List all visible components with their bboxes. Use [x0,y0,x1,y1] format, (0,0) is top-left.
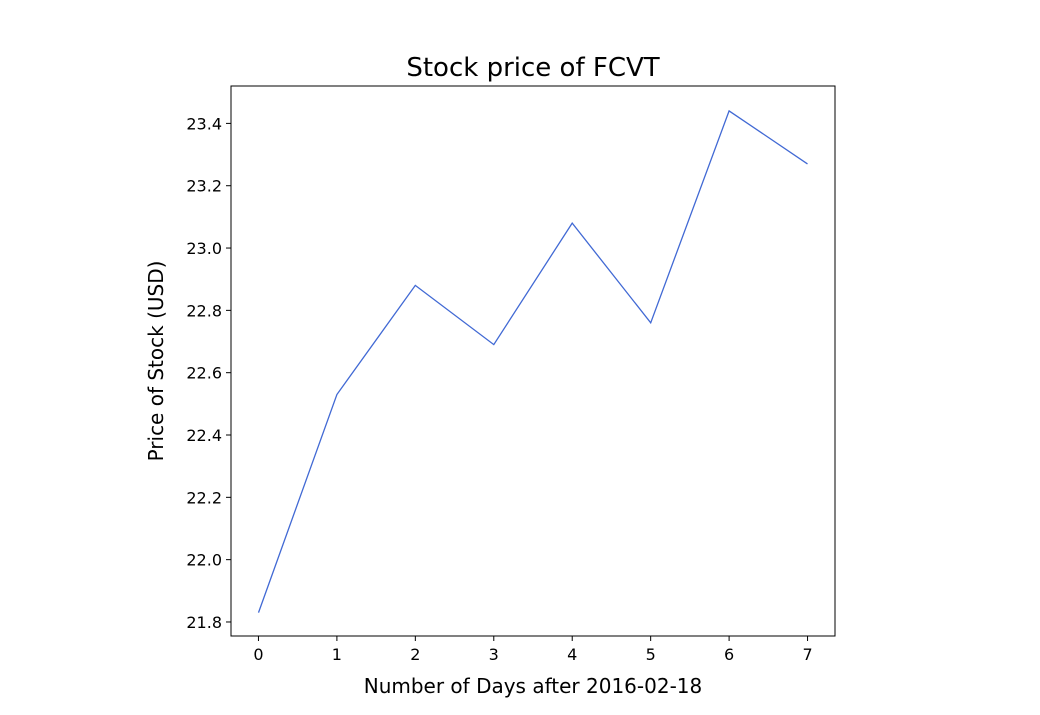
x-axis-label: Number of Days after 2016-02-18 [364,674,703,698]
y-tick-label: 22.2 [186,488,222,507]
series-line [257,109,808,613]
x-tick-label: 0 [253,645,263,664]
ticks: 0 1 2 3 4 5 6 7 21.8 22.0 22.2 22.4 22.6 22.8 23.0 23.2… [186,114,812,664]
series [257,109,808,613]
y-tick-label: 23.2 [186,177,222,196]
x-tick-label: 5 [646,645,656,664]
y-tick-label: 23.0 [186,239,222,258]
plot-frame [230,85,836,637]
x-tick-label: 6 [724,645,734,664]
x-tick-label: 3 [489,645,499,664]
axes [230,85,836,637]
y-tick-label: 23.4 [186,114,222,133]
x-tick-label: 2 [410,645,420,664]
y-tick-label: 21.8 [186,613,222,632]
x-tick-label: 1 [332,645,342,664]
x-tick-label: 4 [567,645,577,664]
chart-title: Stock price of FCVT [406,53,659,83]
y-tick-label: 22.6 [186,364,222,383]
y-tick-label: 22.4 [186,426,222,445]
y-axis-label: Price of Stock (USD) [144,261,168,462]
y-tick-label: 22.0 [186,551,222,570]
y-tick-label: 22.8 [186,301,222,320]
x-tick-label: 7 [802,645,812,664]
